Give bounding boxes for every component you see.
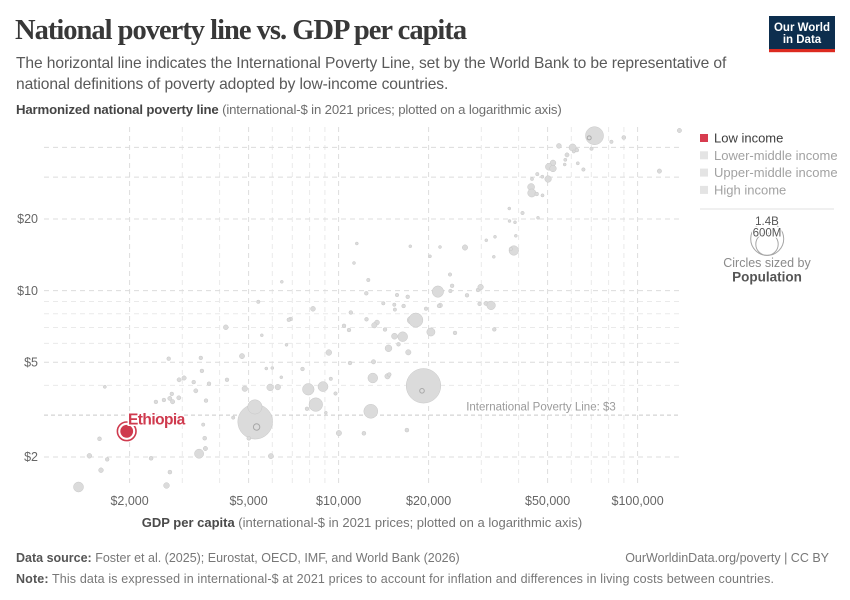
svg-text:Note: This data is expressed i: Note: This data is expressed in internat… [16, 572, 774, 586]
svg-text:OurWorldinData.org/poverty | C: OurWorldinData.org/poverty | CC BY [625, 551, 829, 565]
svg-text:International Poverty Line: $3: International Poverty Line: $3 [466, 402, 616, 414]
svg-text:GDP per capita (international-: GDP per capita (international-$ in 2021 … [142, 515, 583, 530]
svg-text:$100,000: $100,000 [612, 494, 664, 508]
svg-text:$20,000: $20,000 [406, 494, 451, 508]
svg-text:Circles sized by: Circles sized by [723, 256, 811, 270]
svg-text:Upper-middle income: Upper-middle income [714, 165, 838, 180]
svg-text:$10: $10 [17, 284, 38, 298]
svg-text:Harmonized national poverty li: Harmonized national poverty line (intern… [16, 102, 562, 117]
svg-text:$2,000: $2,000 [110, 494, 148, 508]
svg-text:$10,000: $10,000 [316, 494, 361, 508]
svg-text:$20: $20 [17, 212, 38, 226]
svg-text:High income: High income [714, 182, 786, 197]
svg-text:Data source: Foster et al. (20: Data source: Foster et al. (2025); Euros… [16, 551, 460, 565]
svg-text:600M: 600M [753, 228, 782, 240]
svg-text:Lower-middle income: Lower-middle income [714, 148, 838, 163]
svg-text:The horizontal line indicates: The horizontal line indicates the Intern… [16, 55, 727, 72]
svg-text:1.4B: 1.4B [755, 216, 779, 228]
svg-text:Population: Population [732, 270, 802, 285]
svg-text:Ethiopia: Ethiopia [128, 412, 186, 429]
svg-text:$50,000: $50,000 [525, 494, 570, 508]
svg-text:in Data: in Data [783, 34, 822, 46]
svg-text:$5: $5 [24, 356, 38, 370]
svg-text:$5,000: $5,000 [229, 494, 267, 508]
svg-text:national definitions of povert: national definitions of poverty adopted … [16, 76, 448, 93]
svg-text:$2: $2 [24, 450, 38, 464]
svg-text:National poverty line vs. GDP: National poverty line vs. GDP per capita [15, 15, 467, 46]
svg-text:Our World: Our World [774, 22, 830, 34]
svg-text:Low income: Low income [714, 131, 783, 146]
